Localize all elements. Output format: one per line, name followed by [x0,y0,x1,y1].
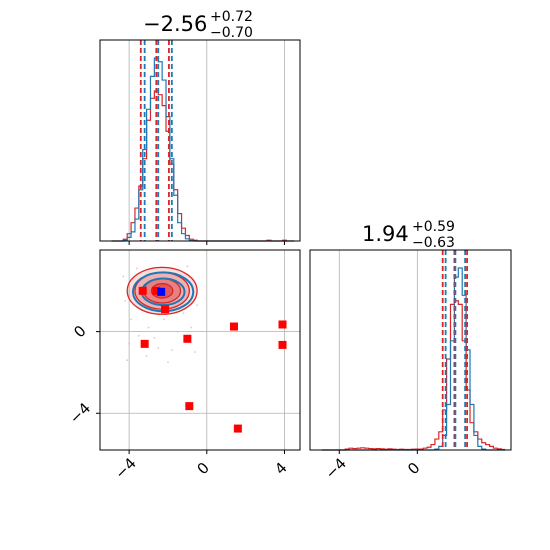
scatter-sample-point [167,361,169,364]
scatter-sample-point [186,265,189,268]
marker-red-square [183,334,192,343]
marker-red-square [278,320,287,329]
scatter-sample-point [145,355,148,358]
scatter-sample-point [170,349,173,351]
x-tick-label-param-2: −4 [322,454,350,482]
marker-red-square [138,286,147,295]
scatter-sample-point [135,267,138,270]
scatter-sample-point [147,326,150,329]
scatter-sample-point [196,304,198,307]
title-param-2: 1.94 +0.59 −0.63 [362,219,455,251]
marker-red-square [233,424,242,433]
histogram-panel-param-1 [99,39,301,245]
panel-frame [99,39,301,242]
x-tick-label-param-1: 0 [194,459,213,478]
scatter-sample-point [190,326,193,329]
scatter-sample-point [194,351,197,353]
marker-blue-square [157,287,166,296]
scatter-sample-point [122,275,125,278]
title-param-1-upper: +0.72 [210,9,253,25]
histogram-panel-param-2: −4 0 [309,249,512,483]
title-param-2-upper: +0.59 [412,219,455,235]
marker-red-square [229,322,238,331]
marker-red-square [152,286,161,295]
scatter-sample-point [163,318,165,321]
marker-red-square [185,402,194,411]
marker-red-square [140,339,149,348]
scatter-sample-point [137,334,140,337]
x-tick-label-param-2: 0 [404,459,423,478]
scatter-sample-point [182,312,185,315]
title-param-2-lower: −0.63 [412,235,455,251]
marker-red-square [161,305,170,314]
title-param-1-value: −2.56 [143,12,207,36]
panel-frame [99,249,301,451]
panel-frame [309,249,512,451]
x-tick-label-param-1: −4 [111,454,139,482]
x-tick-label-param-1: 4 [271,459,290,478]
scatter-sample-point [153,336,156,339]
y-tick-label: −4 [66,399,94,427]
scatter-sample-point [128,342,131,345]
scatter-sample-point [157,347,160,349]
scatter-sample-point [126,359,129,362]
scatter-sample-point [130,318,132,321]
title-param-2-value: 1.94 [362,222,409,246]
title-param-1: −2.56 +0.72 −0.70 [143,9,253,41]
histogram-blue-series [321,267,506,451]
scatter-sample-point [124,300,127,302]
histogram-red-series [321,300,506,451]
histogram-blue-series [111,57,295,242]
title-param-1-lower: −0.70 [210,25,253,41]
marker-red-square [278,340,287,349]
joint-density-panel: −4 0 4 −4 0 [66,249,301,483]
scatter-sample-point [176,330,179,333]
y-tick-label: 0 [70,322,89,341]
